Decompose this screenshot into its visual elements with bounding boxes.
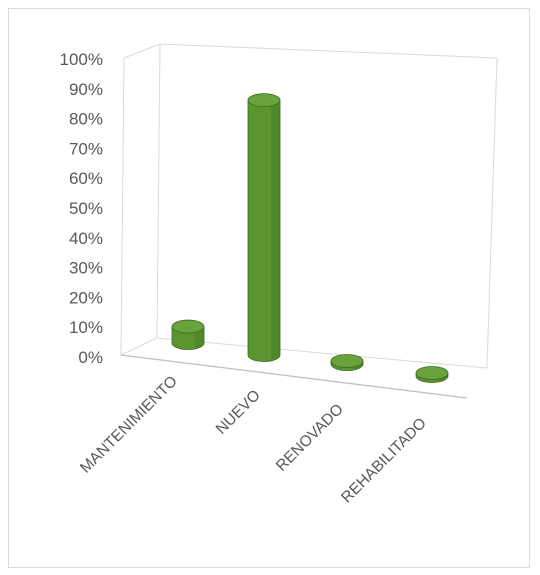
y-tick-label: 40%	[69, 229, 103, 248]
x-axis-line	[120, 354, 468, 399]
bar-top	[415, 366, 449, 380]
bar-top	[247, 93, 281, 108]
side-wall-top	[123, 43, 161, 59]
floor-back-edge	[156, 337, 488, 369]
x-tick-label: NUEVO	[213, 387, 264, 438]
back-wall-top	[159, 43, 498, 59]
bars	[171, 93, 449, 383]
y-axis-ticks: 0% 10% 20% 30% 40% 50% 60% 70% 80% 90% 100%	[60, 50, 103, 367]
y-tick-label: 70%	[69, 139, 103, 158]
y-tick-label: 90%	[69, 80, 103, 99]
y-tick-label: 10%	[69, 318, 103, 337]
bar-mantenimiento	[171, 319, 205, 350]
y-tick-label: 80%	[69, 110, 103, 129]
bar-nuevo	[247, 93, 281, 362]
y-tick-label: 30%	[69, 259, 103, 278]
side-wall-front-edge	[120, 57, 125, 356]
bar-top	[171, 319, 205, 334]
bar-rehabilitado	[415, 366, 449, 383]
bar-body	[247, 99, 281, 362]
bar-shade	[271, 100, 280, 361]
y-tick-label: 0%	[78, 348, 103, 367]
back-wall-right	[486, 57, 498, 369]
y-tick-label: 100%	[60, 50, 103, 69]
y-tick-label: 50%	[69, 199, 103, 218]
bar-renovado	[330, 354, 364, 371]
side-wall-back-edge	[156, 43, 161, 339]
y-tick-label: 60%	[69, 169, 103, 188]
floor-side-edge	[120, 337, 158, 356]
bar-top	[330, 354, 364, 368]
x-tick-label: RENOVADO	[273, 401, 347, 475]
x-tick-label: MANTENIMIENTO	[77, 373, 181, 477]
y-tick-label: 20%	[69, 288, 103, 307]
x-tick-label: REHABILITADO	[338, 415, 430, 507]
chart-walls	[120, 43, 498, 399]
